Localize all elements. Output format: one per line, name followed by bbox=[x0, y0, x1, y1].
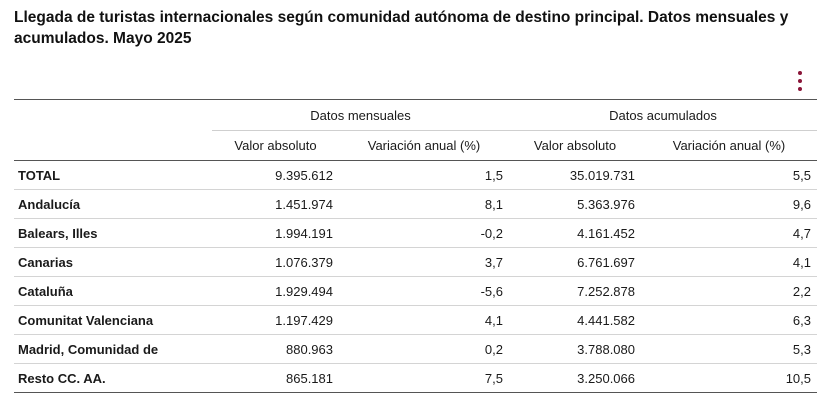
vertical-dots-icon bbox=[798, 71, 802, 75]
row-label: Canarias bbox=[18, 254, 73, 270]
table-cell: 5,5 bbox=[792, 167, 811, 183]
column-header: Variación anual (%) bbox=[641, 130, 817, 161]
table-cell: 7.252.878 bbox=[577, 283, 635, 299]
table-cell: 1,5 bbox=[484, 167, 503, 183]
table-cell: 10,5 bbox=[785, 370, 811, 386]
page-title: Llegada de turistas internacionales segú… bbox=[14, 9, 789, 47]
table-row: Madrid, Comunidad de 880.963 0,2 3.788.080 5… bbox=[14, 334, 817, 364]
table-cell: 1.076.379 bbox=[275, 254, 333, 270]
row-label: Andalucía bbox=[18, 196, 81, 212]
table-row: Comunitat Valenciana 1.197.429 4,1 4.441.58… bbox=[14, 305, 817, 335]
table-cell: 1.929.494 bbox=[275, 283, 333, 299]
group-header-cumulative: Datos acumulados bbox=[609, 107, 717, 123]
corner-header-cell bbox=[14, 100, 212, 131]
table-cell: 3.250.066 bbox=[577, 370, 635, 386]
table-row: Cataluña 1.929.494 -5,6 7.252.878 2,2 bbox=[14, 276, 817, 306]
table-cell: 5.363.976 bbox=[577, 196, 635, 212]
table-cell: 4,1 bbox=[792, 254, 811, 270]
table-row: Andalucía 1.451.974 8,1 5.363.976 9,6 bbox=[14, 189, 817, 219]
row-label: Resto CC. AA. bbox=[18, 370, 106, 386]
table-cell: 880.963 bbox=[286, 341, 333, 357]
table-cell: 4.441.582 bbox=[577, 312, 635, 328]
group-header-row: Datos mensuales Datos acumulados bbox=[14, 99, 817, 131]
table-cell: 35.019.731 bbox=[569, 167, 635, 183]
column-header: Valor absoluto bbox=[509, 130, 641, 161]
table-body: TOTAL 9.395.612 1,5 35.019.731 5,5 Andalucía 1… bbox=[14, 160, 817, 393]
column-header: Variación anual (%) bbox=[339, 130, 509, 161]
table-cell: 1.197.429 bbox=[275, 312, 333, 328]
more-options-button[interactable] bbox=[793, 71, 807, 91]
table-cell: 3.788.080 bbox=[577, 341, 635, 357]
row-label: Madrid, Comunidad de bbox=[18, 341, 159, 357]
data-table: Datos mensuales Datos acumulados Valor a… bbox=[14, 99, 817, 393]
table-row: TOTAL 9.395.612 1,5 35.019.731 5,5 bbox=[14, 160, 817, 190]
group-header-monthly: Datos mensuales bbox=[310, 107, 411, 123]
table-cell: 865.181 bbox=[286, 370, 333, 386]
table-cell: 8,1 bbox=[484, 196, 503, 212]
table-cell: 9.395.612 bbox=[275, 167, 333, 183]
table-cell: 5,3 bbox=[792, 341, 811, 357]
table-cell: 1.994.191 bbox=[275, 225, 333, 241]
table-cell: -5,6 bbox=[480, 283, 503, 299]
table-row: Balears, Illes 1.994.191 -0,2 4.161.452 4,7 bbox=[14, 218, 817, 248]
table-cell: 1.451.974 bbox=[275, 196, 333, 212]
table-cell: 6,3 bbox=[792, 312, 811, 328]
row-label: Cataluña bbox=[18, 283, 73, 299]
table-cell: 3,7 bbox=[484, 254, 503, 270]
table-cell: 6.761.697 bbox=[577, 254, 635, 270]
row-label: Balears, Illes bbox=[18, 225, 98, 241]
row-label: Comunitat Valenciana bbox=[18, 312, 154, 328]
table-cell: 2,2 bbox=[792, 283, 811, 299]
column-header: Valor absoluto bbox=[212, 130, 339, 161]
table-cell: 9,6 bbox=[792, 196, 811, 212]
table-cell: 4,1 bbox=[484, 312, 503, 328]
row-label: TOTAL bbox=[18, 167, 61, 183]
table-cell: 4,7 bbox=[792, 225, 811, 241]
table-cell: -0,2 bbox=[480, 225, 503, 241]
table-row: Canarias 1.076.379 3,7 6.761.697 4,1 bbox=[14, 247, 817, 277]
table-cell: 0,2 bbox=[484, 341, 503, 357]
table-row: Resto CC. AA. 865.181 7,5 3.250.066 10,5 bbox=[14, 363, 817, 393]
vertical-dots-icon bbox=[798, 79, 802, 83]
table-cell: 7,5 bbox=[484, 370, 503, 386]
table-cell: 4.161.452 bbox=[577, 225, 635, 241]
corner-header-cell bbox=[14, 131, 212, 161]
sub-header-row: Valor absoluto Variación anual (%) Valor… bbox=[14, 130, 817, 161]
vertical-dots-icon bbox=[798, 87, 802, 91]
